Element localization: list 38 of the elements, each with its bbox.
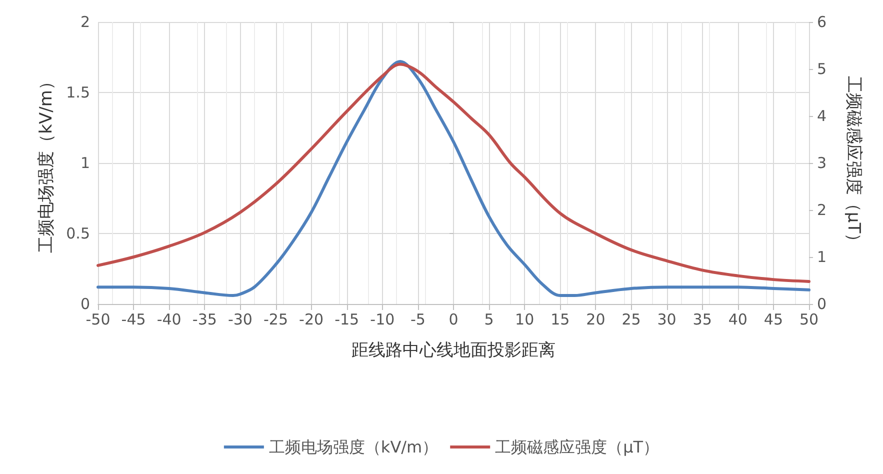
x-tick-label: 35	[692, 310, 712, 328]
y-axis-title: 工频电场强度（kV/m）	[36, 73, 57, 253]
x-tick-label: -15	[334, 310, 360, 328]
y-tick-label: 2	[80, 13, 90, 31]
y-tick-label: 1	[80, 154, 90, 172]
y2-tick-label: 4	[817, 107, 827, 125]
legend-label: 工频电场强度（kV/m）	[268, 438, 438, 456]
x-tick-label: 15	[550, 310, 570, 328]
x-tick-label: 30	[657, 310, 676, 328]
y2-tick-label: 1	[817, 248, 827, 266]
y-tick-label: 0.5	[66, 224, 90, 242]
x-tick-label: 10	[515, 310, 534, 328]
y-tick-label: 1.5	[66, 84, 90, 102]
x-tick-label: -45	[121, 310, 146, 328]
y2-tick-label: 0	[817, 295, 827, 313]
y2-tick-label: 3	[817, 154, 827, 172]
legend-label: 工频磁感应强度（μT）	[495, 438, 660, 456]
x-tick-label: 0	[448, 310, 458, 328]
y-tick-label: 0	[80, 295, 90, 313]
x-tick-label: -5	[410, 310, 426, 328]
y2-tick-label: 5	[817, 60, 827, 78]
x-tick-label: 5	[484, 310, 494, 328]
x-tick-label: 20	[586, 310, 606, 328]
y2-tick-label: 2	[817, 201, 827, 219]
x-tick-label: 40	[728, 310, 748, 328]
y2-axis-title: 工频磁感应强度（μT）	[844, 76, 864, 250]
x-tick-label: -50	[86, 310, 110, 328]
y2-tick-label: 6	[817, 13, 827, 31]
x-tick-label: -20	[299, 310, 324, 328]
x-tick-label: 50	[799, 310, 819, 328]
x-tick-label: -25	[264, 310, 288, 328]
x-tick-label: -40	[156, 310, 182, 328]
x-tick-label: 25	[622, 310, 641, 328]
x-tick-label: -10	[370, 310, 395, 328]
x-tick-label: -35	[192, 310, 217, 328]
x-tick-label: 45	[764, 310, 783, 328]
x-axis-title: 距线路中心线地面投影距离	[352, 340, 556, 360]
x-tick-label: -30	[228, 310, 252, 328]
